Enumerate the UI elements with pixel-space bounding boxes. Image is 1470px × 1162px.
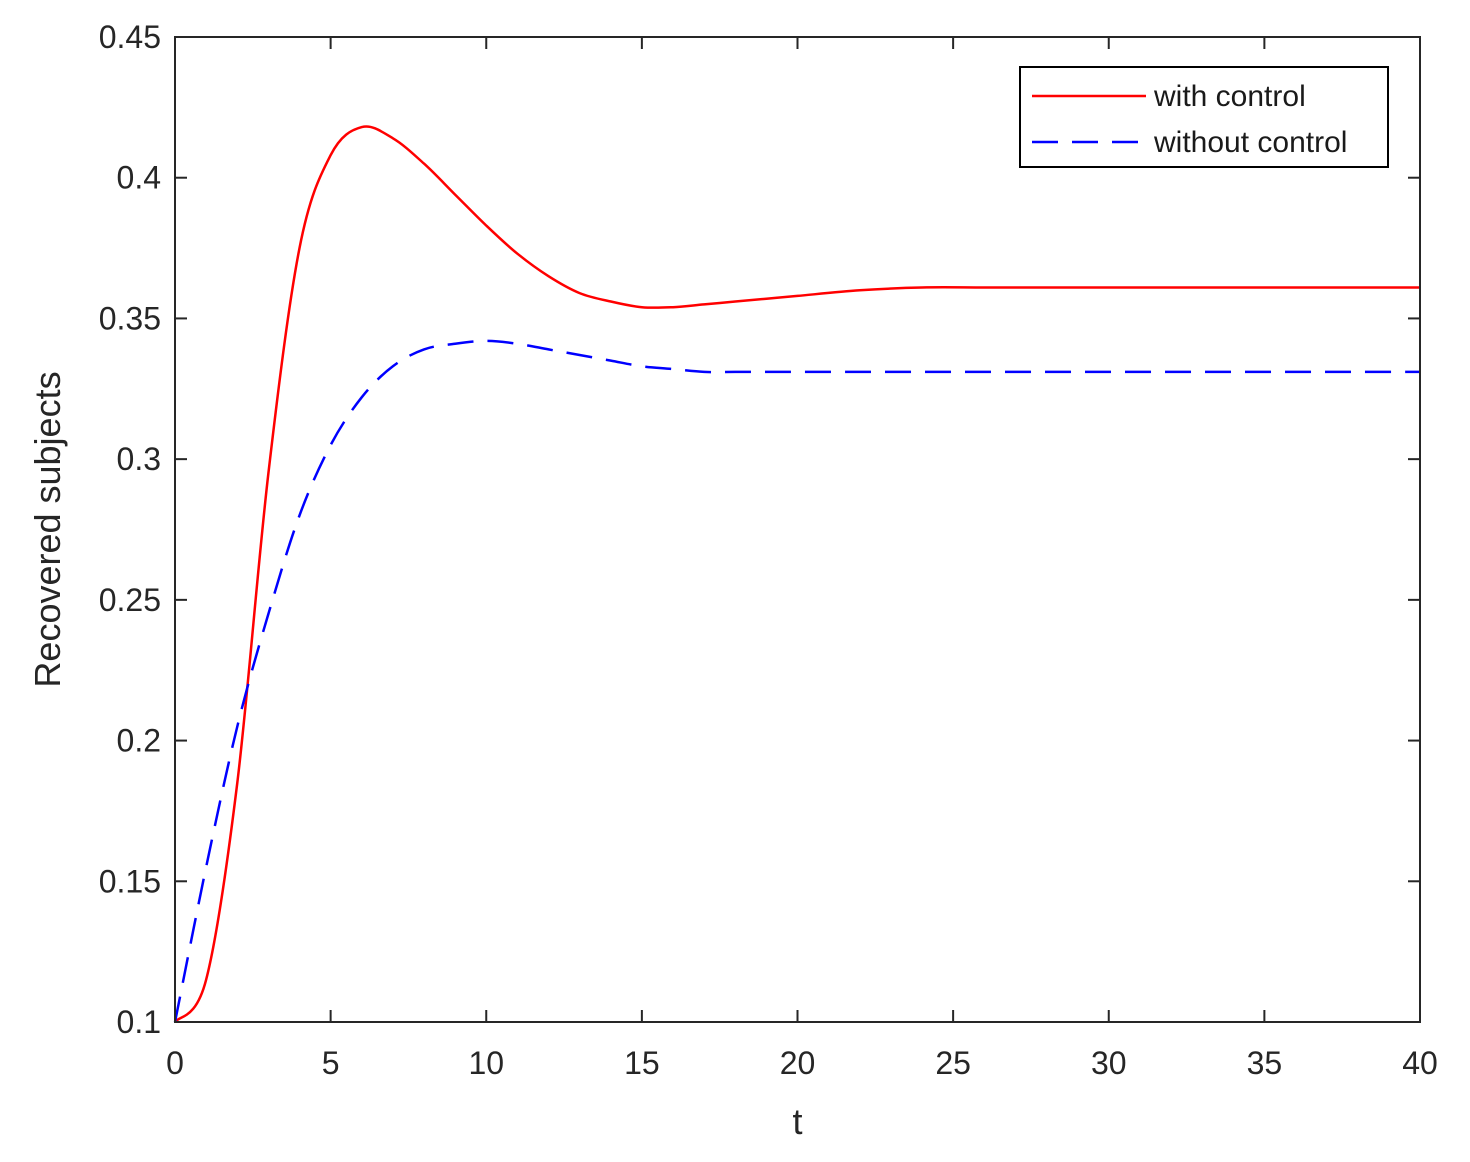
x-tick-label: 25 <box>935 1045 971 1081</box>
x-tick-label: 20 <box>780 1045 816 1081</box>
legend-label-with-control: with control <box>1153 80 1306 113</box>
x-tick-label: 5 <box>322 1045 340 1081</box>
x-tick-label: 40 <box>1402 1045 1438 1081</box>
y-tick-label: 0.15 <box>99 863 161 899</box>
plot-frame <box>174 36 1421 1023</box>
legend-box <box>1019 66 1389 168</box>
series-line-with-control <box>173 125 1420 1023</box>
y-tick-label: 0.35 <box>99 300 161 336</box>
ticks-layer: 0 5 10 15 20 25 30 35 40 0.1 0.15 0.2 0.25 0.3 0.35 0.4… <box>99 19 1438 1081</box>
x-tick-label: 30 <box>1091 1045 1127 1081</box>
series-layer <box>173 125 1420 1023</box>
y-tick-label: 0.4 <box>117 160 161 196</box>
x-tick-label: 15 <box>624 1045 660 1081</box>
series-line-without-control <box>173 339 1420 1023</box>
x-tick-label: 0 <box>166 1045 184 1081</box>
y-tick-label: 0.45 <box>99 19 161 55</box>
y-axis-label: Recovered subjects <box>27 371 68 687</box>
legend-label-without-control: without control <box>1153 126 1347 159</box>
x-tick-label: 35 <box>1247 1045 1283 1081</box>
x-tick-label: 10 <box>468 1045 504 1081</box>
x-axis-label: t <box>792 1101 802 1142</box>
y-tick-label: 0.25 <box>99 582 161 618</box>
y-tick-label: 0.3 <box>117 441 161 477</box>
legend: with control without control <box>1019 66 1389 168</box>
y-tick-label: 0.1 <box>117 1004 161 1040</box>
y-tick-label: 0.2 <box>117 723 161 759</box>
